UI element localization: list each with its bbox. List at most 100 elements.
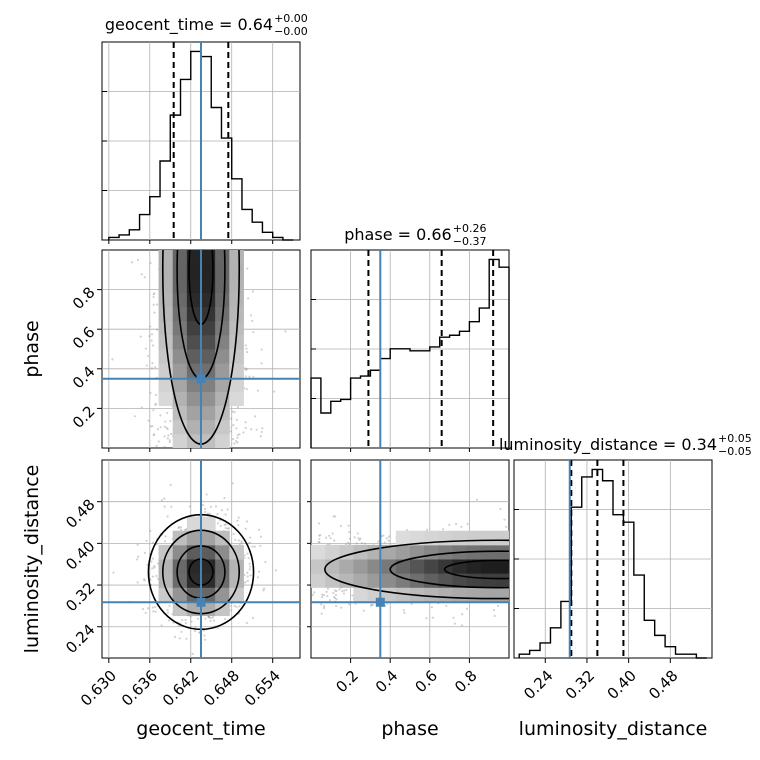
density-cell <box>452 559 468 574</box>
sample-point <box>259 535 262 538</box>
geocent_time-x-tick-label: 0.636 <box>118 667 161 710</box>
sample-point <box>326 587 330 590</box>
sample-point <box>246 579 249 583</box>
sample-point <box>493 614 496 618</box>
sample-point <box>214 505 218 508</box>
sample-point <box>387 535 391 538</box>
density-cell <box>201 530 216 546</box>
sample-point <box>147 354 150 358</box>
contour-line <box>443 559 509 580</box>
sample-point <box>152 409 155 412</box>
luminosity_distance-y-tick-label: 0.32 <box>62 579 98 615</box>
sample-point <box>151 362 154 365</box>
sample-point <box>383 541 386 544</box>
density-cell <box>381 544 397 560</box>
sample-point <box>209 505 213 508</box>
sample-point <box>237 516 240 519</box>
density-cell <box>201 391 216 407</box>
sample-point <box>460 624 463 627</box>
density-cell <box>339 559 354 574</box>
density-cell <box>172 306 188 322</box>
sample-point <box>245 388 248 391</box>
sample-point <box>183 528 187 532</box>
sample-point <box>203 634 206 637</box>
density-cell <box>158 391 174 407</box>
sample-point <box>164 535 167 538</box>
sample-point <box>425 617 428 620</box>
density-cell <box>353 573 369 588</box>
density-cell <box>215 433 230 448</box>
density-cell <box>201 516 216 532</box>
luminosity_distance-hist-panel <box>513 459 713 659</box>
density-cell <box>186 250 202 265</box>
sample-point <box>216 522 220 525</box>
sample-point <box>333 596 336 599</box>
sample-point <box>136 258 140 261</box>
density-cell <box>172 433 188 448</box>
sample-point <box>263 587 266 590</box>
sample-point <box>153 565 156 568</box>
geocent_time-x-axis-label: geocent_time <box>136 718 265 740</box>
density-cell <box>480 587 496 602</box>
title-upper-error: +0.05 <box>718 432 752 445</box>
sample-point <box>232 437 235 441</box>
sample-point <box>235 427 238 430</box>
density-cell <box>424 587 439 602</box>
sample-point <box>321 595 324 599</box>
density-cell <box>494 544 509 560</box>
density-cell <box>215 264 230 279</box>
sample-point <box>387 539 390 542</box>
density-cell <box>158 278 174 293</box>
sample-point <box>253 545 256 548</box>
sample-point <box>320 603 323 606</box>
density-cell <box>229 264 244 279</box>
geocent_time-title-text: geocent_time = 0.64 <box>105 15 273 35</box>
sample-point <box>466 522 469 525</box>
density-cell <box>215 250 230 265</box>
sample-point <box>157 440 160 443</box>
sample-point <box>334 515 337 518</box>
sample-point <box>232 532 235 536</box>
sample-point <box>151 557 155 560</box>
sample-point <box>244 527 247 530</box>
sample-point <box>331 532 334 535</box>
sample-point <box>244 426 247 430</box>
phase-x-tick-label: 0.8 <box>451 667 481 697</box>
geocent_time-hist-panel <box>101 41 301 241</box>
phase-x-axis-label: phase <box>381 718 438 740</box>
sample-point <box>151 606 154 609</box>
sample-point <box>180 526 183 529</box>
sample-point <box>233 411 236 414</box>
sample-point <box>170 505 173 508</box>
density-cell <box>381 559 397 574</box>
sample-point <box>253 415 257 418</box>
sample-point <box>177 526 181 529</box>
truth-marker <box>196 374 206 384</box>
sample-point <box>149 529 152 532</box>
sample-point <box>210 616 213 619</box>
sample-point <box>431 616 434 619</box>
title-lower-error: −0.37 <box>453 235 487 248</box>
sample-point <box>137 555 140 558</box>
density-cell <box>424 573 439 588</box>
sample-point <box>318 534 321 537</box>
sample-point <box>460 525 463 528</box>
sample-point <box>338 588 341 591</box>
geocent_time-x-tick-label: 0.630 <box>77 667 120 710</box>
density-cell <box>201 405 216 421</box>
sample-point <box>149 325 152 328</box>
density-cell <box>172 405 188 421</box>
sample-point <box>133 415 137 418</box>
density-cell <box>494 530 509 546</box>
density-cell <box>186 559 202 574</box>
density-cell <box>172 587 188 602</box>
density-cell <box>186 349 202 364</box>
density-cell <box>229 349 244 364</box>
sample-point <box>185 637 188 640</box>
sample-point <box>136 543 139 546</box>
sample-point <box>150 333 154 336</box>
sample-point <box>204 617 207 620</box>
sample-point <box>311 604 313 607</box>
sample-point <box>166 611 170 614</box>
phase-x-tick-label: 0.4 <box>372 667 402 697</box>
